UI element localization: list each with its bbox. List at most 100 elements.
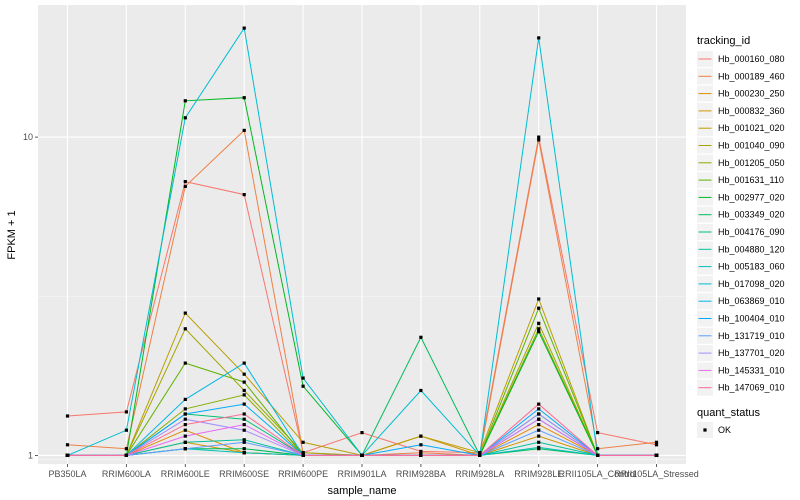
data-point [596,453,600,457]
data-point [124,453,128,457]
legend-label: Hb_004176_090 [718,227,785,237]
data-point [242,361,246,365]
data-point [183,412,187,416]
legend-label: Hb_063869_010 [718,296,785,306]
data-point [537,297,541,301]
legend-label: Hb_001040_090 [718,141,785,151]
legend-label: Hb_131719_010 [718,331,785,341]
data-point [537,412,541,416]
data-point [124,447,128,451]
shape-legend-label: OK [718,425,731,435]
data-point [183,447,187,451]
legend-label: Hb_017098_020 [718,279,785,289]
legend-label: Hb_004880_120 [718,244,785,254]
data-point [124,410,128,414]
data-point [242,96,246,100]
data-point [537,402,541,406]
data-point [183,428,187,432]
x-tick-label: RRIM600LE [161,469,210,479]
data-point [242,388,246,393]
series-points [65,26,659,457]
data-point [537,428,541,432]
data-point [242,402,246,406]
data-point [242,372,246,376]
data-point [301,384,305,388]
data-point [419,453,423,457]
legend-label: Hb_137701_020 [718,348,785,358]
y-tick-label: 1 [28,450,33,460]
data-point [301,451,305,455]
x-tick-label: RRIM600LA [102,469,151,479]
data-point [183,417,187,421]
legend: tracking_id Hb_000160_080Hb_000189_460Hb… [697,35,785,438]
data-point [183,327,187,331]
data-point [183,361,187,365]
data-point [242,438,246,442]
data-point [419,434,423,438]
x-tick-label: RRIM928BA [396,469,446,479]
data-point [537,138,541,142]
legend-label: Hb_005183_060 [718,262,785,272]
legend-label: Hb_003349_020 [718,210,785,220]
data-point [242,451,246,455]
x-tick-label: RRIM600SE [219,469,269,479]
data-point [183,99,187,103]
data-point [654,453,659,457]
legend-label: Hb_001205_050 [718,158,785,168]
data-point [419,388,423,393]
data-point [537,423,541,427]
x-axis-title: sample_name [327,485,396,497]
data-point [124,428,128,432]
data-point [537,445,541,449]
data-point [654,443,659,447]
data-point [242,447,246,451]
data-point [478,451,482,455]
y-axis: 1 10 [23,132,38,460]
data-point [242,440,246,444]
x-axis: PB350LA RRIM600LA RRIM600LE RRIM600SE RRIM60… [48,464,699,479]
legend-label: Hb_000189_460 [718,71,785,81]
data-point [537,321,541,325]
data-point [65,414,70,418]
data-point [537,327,541,331]
data-point [183,434,187,438]
data-point [419,451,423,455]
shape-legend-title: quant_status [697,407,760,419]
data-point [537,306,541,310]
x-tick-label: RRII105LA_Control [559,469,637,479]
data-point [242,423,246,427]
legend-label: Hb_001631_110 [718,175,784,185]
data-point [301,440,305,444]
data-point [301,453,305,457]
shape-legend-point [703,428,707,432]
data-point [65,443,70,447]
data-point [183,180,187,184]
data-point [478,453,482,457]
x-tick-label: RRII105LA_Stressed [614,469,699,479]
data-point [242,128,246,132]
data-point [537,330,541,334]
data-point [537,417,541,421]
data-point [183,407,187,411]
x-tick-label: RRIM928LA [455,469,504,479]
legend-title: tracking_id [697,35,750,47]
x-tick-label: PB350LA [48,469,86,479]
shape-legend-items: OK [697,422,731,438]
legend-label: Hb_002977_020 [718,192,785,202]
y-axis-title: FPKM + 1 [6,210,18,259]
data-point [537,135,541,139]
data-point [419,443,423,447]
legend-label: Hb_000832_360 [718,106,785,116]
legend-label: Hb_100404_010 [718,314,785,324]
data-point [242,380,246,384]
data-point [301,376,305,380]
data-point [596,447,600,451]
data-point [537,407,541,411]
x-tick-label: RRIM928LE [514,469,563,479]
data-point [360,453,364,457]
data-point [183,184,187,188]
data-point [183,440,187,444]
data-point [537,434,541,438]
data-point [537,440,541,444]
